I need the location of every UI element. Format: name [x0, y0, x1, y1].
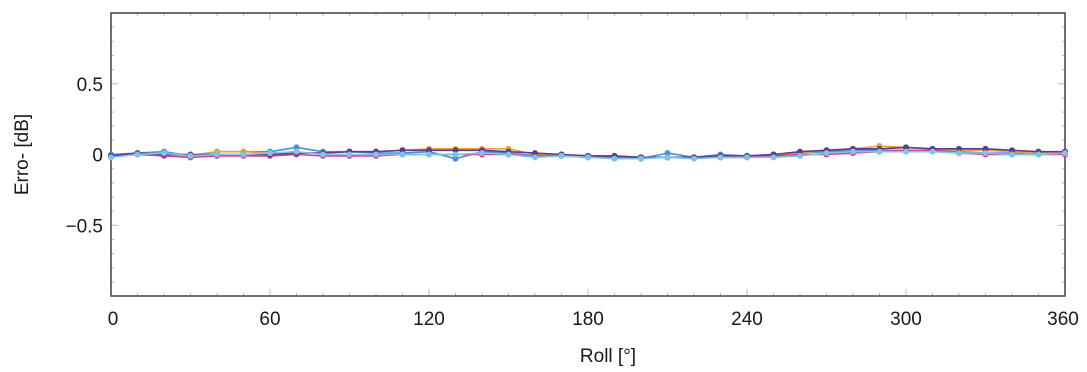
x-tick-label: 180	[572, 309, 604, 330]
data-point	[823, 150, 830, 157]
data-point	[770, 154, 777, 161]
data-point	[1009, 147, 1015, 154]
data-point	[638, 155, 644, 162]
data-point	[108, 154, 114, 161]
data-point	[426, 147, 432, 154]
data-point	[293, 144, 300, 151]
data-point	[956, 145, 962, 152]
data-point	[452, 147, 459, 154]
data-point	[426, 151, 432, 158]
series-layer	[108, 143, 1068, 162]
data-point	[293, 148, 300, 155]
x-tick-label: 120	[413, 309, 445, 330]
data-point	[982, 145, 989, 152]
x-axis-label: Roll [°]	[580, 346, 636, 367]
data-point	[399, 147, 406, 154]
x-tick-label: 300	[890, 309, 922, 330]
data-point	[664, 150, 671, 157]
data-point	[532, 150, 538, 157]
data-point	[187, 152, 194, 159]
data-point	[797, 152, 803, 159]
tick-marks	[110, 13, 1066, 296]
data-point	[452, 151, 459, 158]
data-point	[452, 155, 459, 162]
x-tick-label: 0	[108, 309, 119, 330]
data-point	[903, 144, 909, 151]
data-point	[982, 150, 989, 157]
data-point	[346, 151, 353, 158]
data-point	[267, 150, 273, 157]
data-point	[505, 151, 512, 158]
data-point	[134, 151, 141, 158]
y-tick-label: 0	[92, 146, 103, 167]
data-point	[929, 148, 936, 155]
series-5	[108, 148, 1068, 162]
data-point	[479, 150, 485, 157]
data-point	[320, 151, 326, 158]
data-point	[240, 151, 247, 158]
data-point	[611, 155, 618, 162]
data-point	[558, 152, 565, 159]
data-point	[664, 154, 671, 161]
data-point	[373, 151, 379, 158]
data-point	[691, 155, 697, 162]
data-point	[717, 154, 724, 161]
x-tick-labels: 0 60 120 180 240 300 360	[108, 309, 1079, 330]
data-point	[1062, 150, 1068, 157]
data-point	[850, 148, 856, 155]
y-axis-label: Erro- [dB]	[12, 114, 33, 195]
data-point	[876, 148, 883, 155]
data-point	[585, 154, 591, 161]
y-tick-label: 0.5	[77, 75, 103, 96]
data-point	[214, 151, 220, 158]
data-point	[744, 154, 750, 161]
data-point	[1009, 151, 1015, 158]
y-tick-labels: −0.5 0 0.5	[65, 75, 103, 238]
data-point	[1035, 151, 1042, 158]
data-point	[797, 148, 803, 155]
x-tick-label: 240	[731, 309, 763, 330]
data-point	[399, 151, 406, 158]
x-tick-label: 60	[259, 309, 280, 330]
y-tick-label: −0.5	[65, 216, 103, 237]
data-point	[532, 154, 538, 161]
data-point	[956, 150, 962, 157]
data-point	[161, 150, 167, 157]
data-point	[903, 148, 909, 155]
x-tick-label: 360	[1047, 309, 1079, 330]
